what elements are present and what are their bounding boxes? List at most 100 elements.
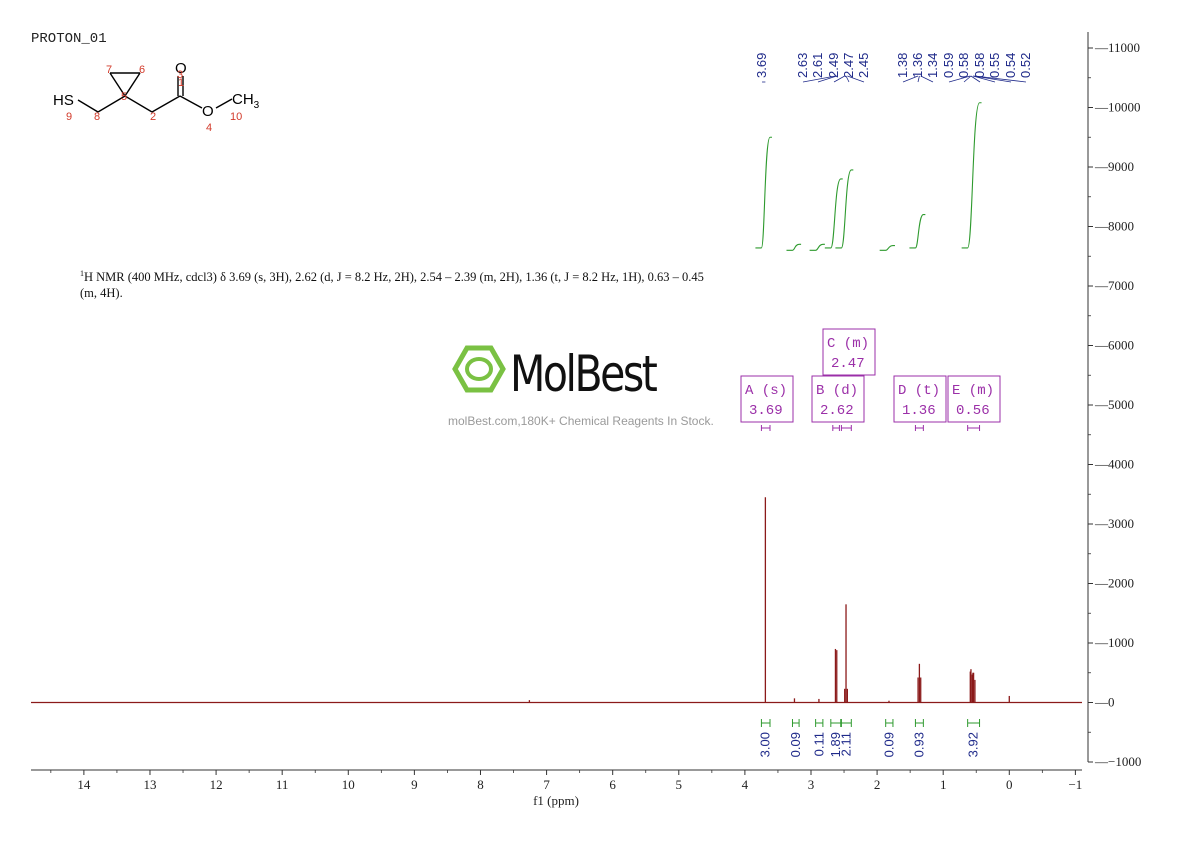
integral-curve xyxy=(809,243,825,251)
atom-number: 5 xyxy=(121,91,127,103)
atom-label: O xyxy=(175,60,187,77)
peak-label: 2.61 xyxy=(810,53,825,78)
x-tick-label: 1 xyxy=(940,777,947,792)
peak-label: 2.45 xyxy=(856,53,871,78)
atom-number: 3 xyxy=(177,69,183,81)
x-tick-label: 7 xyxy=(543,777,550,792)
bond xyxy=(151,95,181,113)
x-tick-label: 13 xyxy=(143,777,156,792)
summary-body: H NMR (400 MHz, cdcl3) δ 3.69 (s, 3H), 2… xyxy=(80,270,704,301)
atom-label: CH3 xyxy=(232,91,260,111)
peak-label-connector xyxy=(845,75,850,83)
peak-label: 0.55 xyxy=(987,53,1002,78)
summary-superscript: 1 xyxy=(80,269,84,278)
x-tick-label: 11 xyxy=(276,777,289,792)
x-tick-label: 6 xyxy=(609,777,616,792)
multiplet-label: C (m) xyxy=(827,336,869,352)
multiplet-box xyxy=(740,375,794,423)
bond xyxy=(124,95,153,113)
x-tick-label: 2 xyxy=(874,777,881,792)
multiplet-label: D (t) xyxy=(898,383,940,399)
integral-curve xyxy=(909,214,926,249)
multiplet-boxes-layer: A (s) 3.69 B (d) 2.62 C (m) 2.47 D (t) 1.36 E (m… xyxy=(740,328,1001,431)
multiplet-shift: 1.36 xyxy=(902,403,936,419)
integration-value: 0.09 xyxy=(881,732,896,757)
peak-label: 0.59 xyxy=(941,53,956,78)
x-tick-label: 4 xyxy=(742,777,749,792)
peak-label-connector xyxy=(920,75,934,83)
peak-label-connector xyxy=(970,75,981,83)
multiplet-shift: 3.69 xyxy=(749,403,783,419)
integration-value: 3.00 xyxy=(758,732,773,757)
peak-label-connector xyxy=(847,75,865,83)
integral-curve xyxy=(824,178,843,249)
experiment-title: PROTON_01 xyxy=(31,31,107,47)
peak-label: 1.36 xyxy=(910,53,925,78)
atom-number: 1 xyxy=(178,77,184,89)
bond xyxy=(179,95,203,109)
peak-label: 0.58 xyxy=(972,53,987,78)
integration-value: 3.92 xyxy=(966,732,981,757)
peak-label-connector xyxy=(972,75,996,83)
x-axis-label: f1 (ppm) xyxy=(533,793,579,808)
y-tick-label: —2000 xyxy=(1094,576,1134,591)
atom-number: 4 xyxy=(206,122,212,134)
x-tick-label: 3 xyxy=(808,777,815,792)
integration-marks-layer: 3.00 0.09 0.11 1.892.11 0.09 0.93 3.92 xyxy=(758,719,981,757)
multiplet-box xyxy=(822,328,876,376)
y-tick-label: —10000 xyxy=(1094,100,1141,115)
multiplet-shift: 2.47 xyxy=(831,356,865,372)
atom-number: 8 xyxy=(94,111,100,123)
y-tick-label: —8000 xyxy=(1094,219,1134,234)
peak-label: 2.47 xyxy=(841,53,856,78)
multiplet-label: A (s) xyxy=(745,383,787,399)
peak-label-connector xyxy=(973,75,1012,83)
multiplet-box xyxy=(811,375,865,423)
x-tick-label: 14 xyxy=(77,777,91,792)
y-tick-label: —6000 xyxy=(1094,338,1134,353)
brand-logo-icon xyxy=(452,345,506,393)
peak-label: 2.49 xyxy=(826,53,841,78)
atom-label: O xyxy=(202,103,214,120)
x-tick-label: 10 xyxy=(342,777,355,792)
multiplet-shift: 0.56 xyxy=(956,403,990,419)
atom-label: HS xyxy=(53,92,74,109)
x-tick-label: 8 xyxy=(477,777,484,792)
spectrum-peaks-layer xyxy=(528,497,1010,703)
x-tick-label: 5 xyxy=(676,777,683,792)
bond xyxy=(124,72,141,97)
multiplet-shift: 2.62 xyxy=(820,403,854,419)
y-tick-label: —1000 xyxy=(1094,635,1134,650)
atom-number: 6 xyxy=(139,64,145,76)
bond xyxy=(77,99,99,113)
y-tick-label: —7000 xyxy=(1094,278,1134,293)
bond xyxy=(109,72,126,97)
molecule-structure: HS O O CH3 1 2 3 4 5 6 7 8 9 10 xyxy=(53,60,260,134)
atom-number: 9 xyxy=(66,111,72,123)
x-tick-label: 12 xyxy=(210,777,223,792)
peak-label: 1.38 xyxy=(895,53,910,78)
x-tick-label: 9 xyxy=(411,777,418,792)
integral-curve xyxy=(961,102,982,249)
y-tick-label: —9000 xyxy=(1094,159,1134,174)
multiplet-box xyxy=(947,375,1001,423)
integral-curve xyxy=(755,136,773,249)
integral-curves-layer xyxy=(755,102,982,251)
peak-label-connector xyxy=(802,75,836,83)
peak-label-connector xyxy=(948,75,971,83)
y-tick-label: —4000 xyxy=(1094,457,1134,472)
integration-value: 0.09 xyxy=(788,732,803,757)
integral-curve xyxy=(879,244,895,251)
multiplet-label: E (m) xyxy=(952,383,994,399)
integration-value: 1.89 xyxy=(828,732,843,757)
integral-curve xyxy=(835,169,854,249)
y-tick-label: —5000 xyxy=(1094,397,1134,412)
peak-label-connector xyxy=(974,75,1027,83)
integration-value: 2.11 xyxy=(838,732,853,756)
peak-label: 0.52 xyxy=(1018,53,1033,78)
peak-label-connector xyxy=(833,75,845,83)
multiplet-box xyxy=(893,375,947,423)
integral-curve xyxy=(786,243,802,251)
integration-value: 0.11 xyxy=(811,732,826,756)
watermark-brand: MolBest xyxy=(510,345,658,403)
